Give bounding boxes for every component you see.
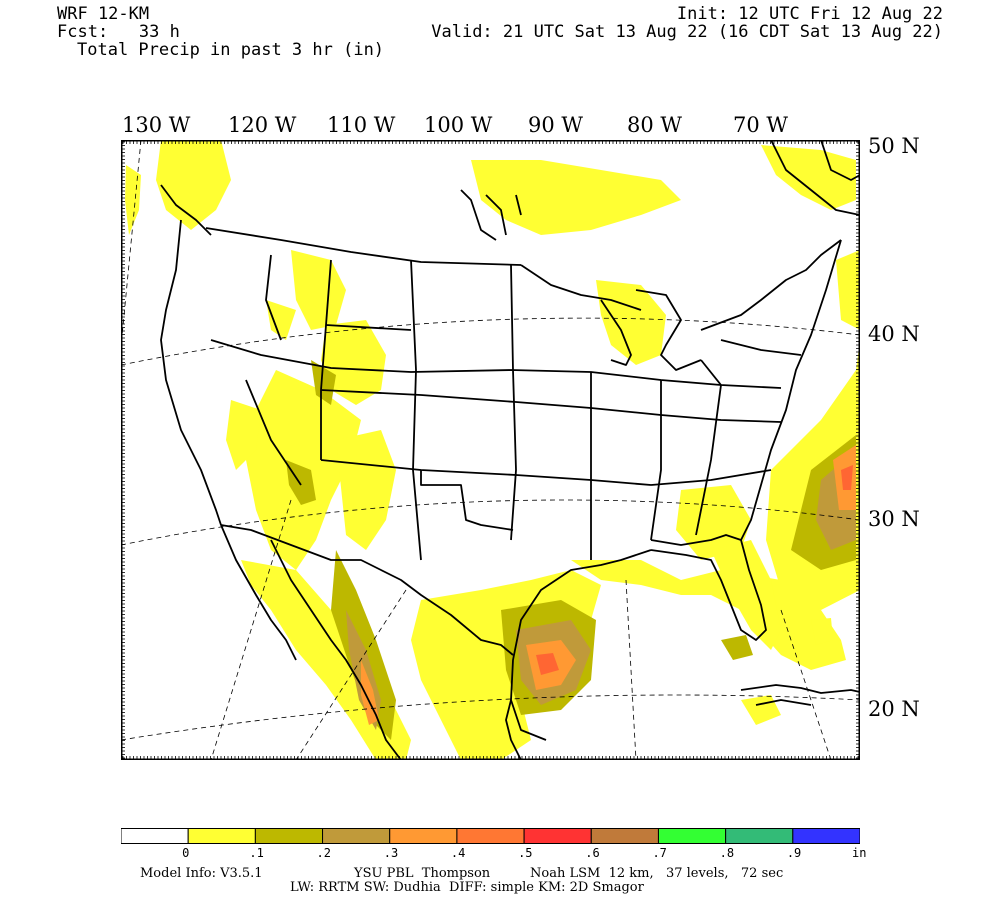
lon-label-130w: 130 W: [122, 113, 191, 137]
lat-label-50n: 50 N: [868, 134, 920, 158]
lon-label-100w: 100 W: [424, 113, 493, 137]
colorbar-label: .4: [450, 846, 466, 860]
colorbar-label: .8: [719, 846, 735, 860]
radiation-info: LW: RRTM SW: Dudhia DIFF: simple KM: 2D …: [290, 880, 644, 895]
graticule: [121, 140, 860, 760]
colorbar-unit: in: [852, 846, 867, 860]
lat-label-30n: 30 N: [868, 507, 920, 531]
colorbar-box: [389, 828, 458, 844]
colorbar-box: [792, 828, 860, 844]
physics-info: YSU PBL Thompson: [354, 866, 491, 881]
lon-label-120w: 120 W: [228, 113, 297, 137]
colorbar-label: .6: [585, 846, 600, 860]
lon-label-110w: 110 W: [327, 113, 396, 137]
colorbar-box: [121, 828, 189, 844]
colorbar-label: 0: [182, 846, 190, 860]
colorbar-label: .3: [383, 846, 399, 860]
colorbar-box: [322, 828, 391, 844]
colorbar-box: [187, 828, 256, 844]
lat-label-40n: 40 N: [868, 322, 920, 346]
boundaries: [160, 140, 860, 760]
frame-ticks: [121, 140, 860, 760]
colorbar-box: [523, 828, 592, 844]
colorbar-box: [657, 828, 727, 844]
colorbar-label: .7: [652, 846, 667, 860]
lon-label-80w: 80 W: [627, 113, 682, 137]
lat-label-20n: 20 N: [868, 697, 920, 721]
colorbar-box: [254, 828, 324, 844]
colorbar-box: [725, 828, 794, 844]
precip-map: [121, 140, 860, 760]
colorbar-label: .1: [249, 846, 264, 860]
forecast-hour: Fcst: 33 h: [57, 22, 180, 42]
precip-dark-orange: [536, 465, 853, 675]
colorbar-label: .5: [518, 846, 533, 860]
colorbar-box: [456, 828, 525, 844]
field-title: Total Precip in past 3 hr (in): [77, 40, 385, 60]
lon-label-90w: 90 W: [528, 113, 583, 137]
model-info: Model Info: V3.5.1: [140, 866, 263, 881]
model-title: WRF 12-KM: [57, 4, 150, 24]
valid-time: Valid: 21 UTC Sat 13 Aug 22 (16 CDT Sat …: [431, 22, 943, 42]
colorbar-box: [590, 828, 659, 844]
colorbar: [121, 828, 860, 844]
init-time: Init: 12 UTC Fri 12 Aug 22: [676, 4, 943, 24]
grid-info: Noah LSM 12 km, 37 levels, 72 sec: [530, 866, 784, 881]
colorbar-label: .2: [316, 846, 331, 860]
lon-label-70w: 70 W: [733, 113, 788, 137]
colorbar-label: .9: [786, 846, 802, 860]
